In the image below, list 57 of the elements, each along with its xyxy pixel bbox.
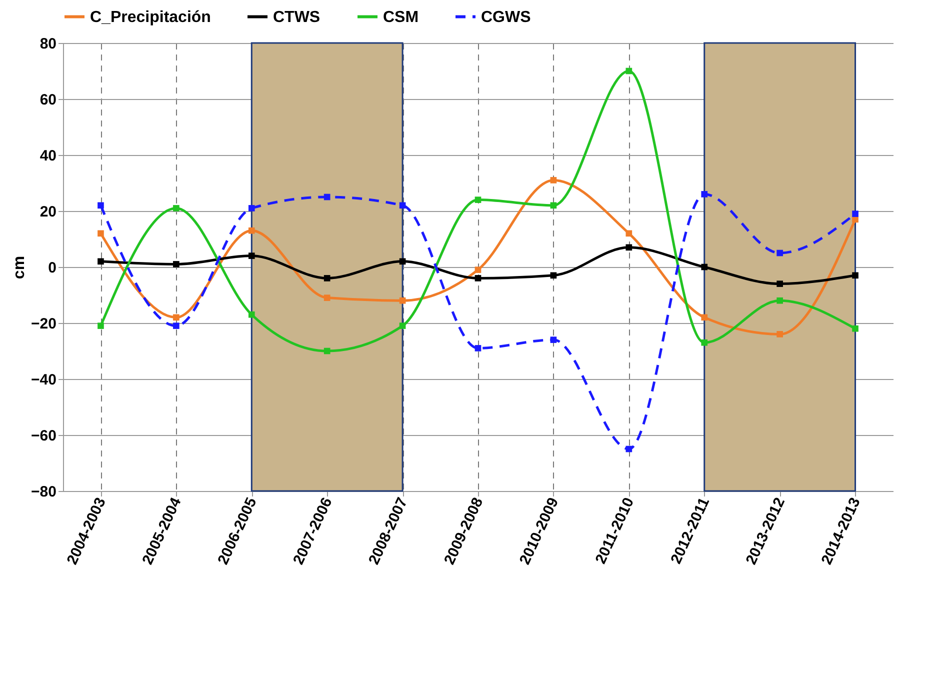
y-tick-label: −20 <box>31 316 56 332</box>
point <box>474 345 482 352</box>
y-axis-title: cm <box>11 256 28 280</box>
point <box>324 348 330 354</box>
point <box>248 227 255 234</box>
point <box>98 202 104 209</box>
y-tick-label: 80 <box>40 36 56 52</box>
point <box>701 264 708 270</box>
point <box>474 275 482 282</box>
point <box>550 202 557 209</box>
point <box>248 205 255 212</box>
point <box>324 275 330 282</box>
point <box>776 250 783 256</box>
point <box>173 322 180 329</box>
point <box>852 210 858 217</box>
point <box>173 261 180 268</box>
legend-label: CTWS <box>273 8 320 26</box>
y-tick-label: 60 <box>40 92 56 108</box>
point <box>98 322 104 329</box>
y-tick-label: 20 <box>40 204 56 220</box>
point <box>399 202 406 209</box>
point <box>776 280 783 287</box>
point <box>399 258 406 265</box>
legend-label: C_Precipitación <box>90 8 211 26</box>
y-tick-label: −80 <box>31 484 56 500</box>
point <box>399 322 406 329</box>
point <box>852 325 858 332</box>
point <box>852 272 858 279</box>
y-tick-label: −60 <box>31 428 56 444</box>
point <box>474 196 482 203</box>
legend-label: CSM <box>383 8 419 26</box>
point <box>399 297 406 304</box>
point <box>324 294 330 301</box>
point <box>701 339 708 346</box>
point <box>173 314 180 321</box>
point <box>173 205 180 212</box>
point <box>626 446 632 452</box>
point <box>701 191 708 198</box>
point <box>626 68 632 74</box>
point <box>98 230 104 237</box>
point <box>701 314 708 321</box>
point <box>776 331 783 338</box>
point <box>98 258 104 265</box>
point <box>550 177 557 184</box>
y-tick-label: 0 <box>48 260 56 276</box>
y-tick-label: −40 <box>31 372 56 388</box>
point <box>474 266 482 273</box>
point <box>626 230 632 237</box>
point <box>324 194 330 200</box>
point <box>248 252 255 259</box>
point <box>626 244 632 251</box>
y-tick-label: 40 <box>40 148 56 164</box>
point <box>550 272 557 279</box>
point <box>776 297 783 304</box>
point <box>248 311 255 318</box>
point <box>550 336 557 343</box>
legend-label: CGWS <box>481 8 532 26</box>
